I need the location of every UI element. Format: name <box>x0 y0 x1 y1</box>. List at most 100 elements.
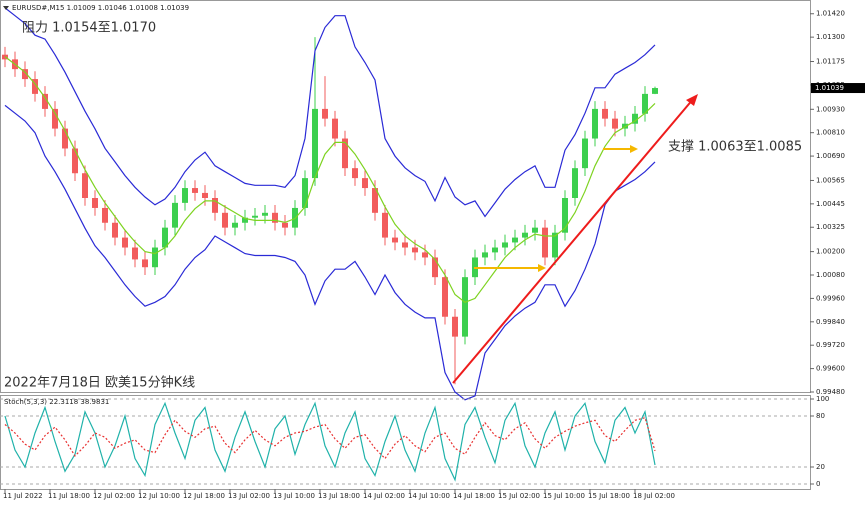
candle-body <box>202 192 208 198</box>
current-price-box <box>811 83 865 94</box>
candle-body <box>82 173 88 198</box>
candle-body <box>32 79 38 94</box>
candle-body <box>492 247 498 253</box>
y-tick-label: 0 <box>816 480 820 488</box>
candle-body <box>642 93 648 114</box>
candle-body <box>612 118 618 129</box>
support-arrow-head <box>538 264 546 272</box>
candle-body <box>92 198 98 208</box>
x-tick-label: 12 Jul 10:00 <box>138 492 180 500</box>
y-tick-label: 1.00080 <box>816 271 845 279</box>
x-tick-label: 14 Jul 10:00 <box>408 492 450 500</box>
y-tick-label: 1.00810 <box>816 129 845 137</box>
x-tick-label: 14 Jul 18:00 <box>453 492 495 500</box>
y-tick-label: 1.01300 <box>816 33 845 41</box>
candle-body <box>102 207 108 223</box>
y-tick-label: 0.99480 <box>816 388 845 396</box>
candle-body <box>262 212 268 216</box>
y-tick-label: 1.00325 <box>816 223 845 231</box>
y-tick-label: 1.00565 <box>816 176 845 184</box>
menu-icon[interactable] <box>3 6 9 10</box>
candle-body <box>602 108 608 119</box>
candle-body <box>542 227 548 258</box>
candle-body <box>372 188 378 213</box>
x-tick-label: 11 Jul 18:00 <box>48 492 90 500</box>
series-line <box>4 7 656 218</box>
candle-body <box>212 198 218 213</box>
candle-body <box>452 316 458 337</box>
price-panel <box>0 0 811 393</box>
trend-line <box>452 97 695 384</box>
x-tick-label: 15 Jul 02:00 <box>498 492 540 500</box>
candle-body <box>432 257 438 278</box>
y-tick-label: 20 <box>816 463 825 471</box>
candle-body <box>632 113 638 124</box>
candle-body <box>132 247 138 260</box>
x-tick-label: 15 Jul 10:00 <box>543 492 585 500</box>
x-tick-label: 14 Jul 02:00 <box>363 492 405 500</box>
x-tick-label: 13 Jul 10:00 <box>273 492 315 500</box>
x-tick-label: 15 Jul 18:00 <box>588 492 630 500</box>
resistance-note: 阻力 1.0154至1.0170 <box>22 21 156 36</box>
candle-body <box>382 212 388 238</box>
candle-body <box>62 128 68 149</box>
candle-body <box>22 69 28 80</box>
y-tick-label: 0.99840 <box>816 318 845 326</box>
candle-body <box>242 217 248 223</box>
candle-body <box>322 108 328 119</box>
stoch-title: Stoch(5,3,3) 22.3118 38.9831 <box>4 398 109 406</box>
x-tick-label: 12 Jul 02:00 <box>93 492 135 500</box>
x-tick-label: 18 Jul 02:00 <box>633 492 675 500</box>
candle-body <box>192 188 198 193</box>
y-tick-label: 0.99960 <box>816 294 845 302</box>
candle-body <box>562 198 568 233</box>
candle-body <box>362 178 368 189</box>
series-line <box>4 104 656 401</box>
y-tick-label: 1.01420 <box>816 10 845 18</box>
candle-body <box>552 232 558 258</box>
x-tick-label: 11 Jul 2022 <box>3 492 43 500</box>
y-tick-label: 100 <box>816 395 829 403</box>
series-line <box>4 416 656 460</box>
candle-body <box>222 212 228 228</box>
series-line <box>4 56 656 303</box>
candle-body <box>332 118 338 139</box>
y-tick-label: 1.00930 <box>816 105 845 113</box>
candle-body <box>592 108 598 139</box>
support-arrow-head <box>630 145 638 153</box>
candle-body <box>72 148 78 174</box>
candle-body <box>522 232 528 238</box>
candle-body <box>462 277 468 337</box>
candle-body <box>282 222 288 228</box>
y-tick-label: 1.01175 <box>816 58 845 66</box>
candle-body <box>142 259 148 268</box>
candle-body <box>412 247 418 253</box>
candle-body <box>182 188 188 203</box>
candle-body <box>52 108 58 129</box>
candle-body <box>572 168 578 198</box>
candle-body <box>252 215 258 218</box>
candle-body <box>272 212 278 223</box>
candle-body <box>402 242 408 248</box>
candle-body <box>442 277 448 317</box>
candle-body <box>152 247 158 268</box>
chart-caption: 2022年7月18日 欧美15分钟K线 <box>4 375 195 391</box>
current-price: 1.01039 <box>815 84 844 92</box>
y-tick-label: 80 <box>816 412 825 420</box>
candle-body <box>652 88 658 94</box>
candle-body <box>42 93 48 109</box>
candle-body <box>482 252 488 258</box>
candle-body <box>312 108 318 179</box>
symbol-header: EURUSD#,M15 1.01009 1.01046 1.01008 1.01… <box>12 4 189 12</box>
candle-body <box>422 252 428 258</box>
y-tick-label: 0.99600 <box>816 365 845 373</box>
candle-body <box>392 237 398 243</box>
candle-body <box>512 237 518 243</box>
y-tick-label: 1.00690 <box>816 152 845 160</box>
candle-body <box>162 227 168 248</box>
x-tick-label: 12 Jul 18:00 <box>183 492 225 500</box>
candle-body <box>112 222 118 238</box>
support-note: 支撑 1.0063至1.0085 <box>668 140 802 155</box>
candle-body <box>172 202 178 228</box>
